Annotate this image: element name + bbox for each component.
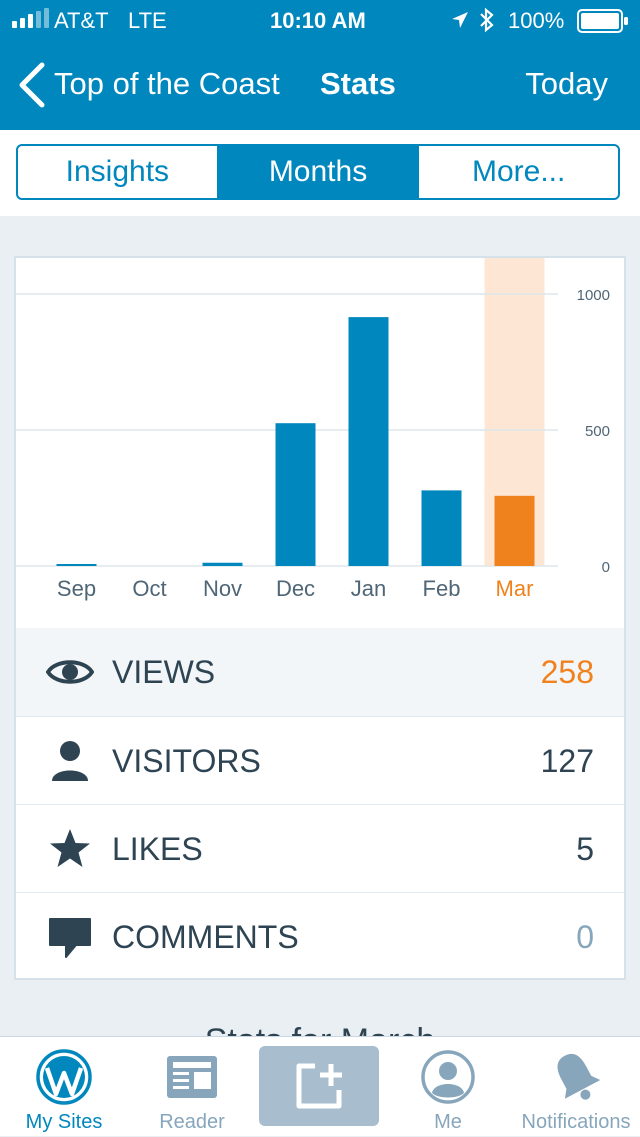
reader-icon [167, 1056, 217, 1098]
tab-label: Me [434, 1111, 462, 1133]
stat-value: 258 [540, 654, 594, 690]
x-tick-label: Feb [423, 576, 461, 601]
network: LTE [128, 8, 167, 33]
top-bar [0, 0, 640, 130]
bar-dec[interactable] [275, 423, 316, 566]
tab-label: My Sites [25, 1111, 103, 1133]
tab-my-sites[interactable]: My Sites [0, 1037, 128, 1137]
chevron-left-icon[interactable] [14, 62, 52, 108]
period-button[interactable]: Today [525, 66, 608, 101]
nav-title: Stats [320, 66, 396, 101]
location-icon [452, 12, 468, 28]
stat-row-visitors[interactable]: VISITORS 127 [16, 716, 624, 804]
bar-nov[interactable] [202, 562, 243, 566]
stat-row-views[interactable]: VIEWS 258 [16, 628, 624, 716]
nav-site-name[interactable]: Top of the Coast [54, 66, 280, 101]
stat-value: 0 [576, 919, 594, 955]
x-tick-label: Mar [496, 576, 534, 601]
segment-months[interactable]: Months [218, 146, 420, 198]
x-tick-label: Nov [203, 576, 242, 601]
me-icon [421, 1050, 475, 1104]
y-tick-label: 500 [585, 423, 610, 440]
x-tick-label: Oct [132, 576, 166, 601]
x-tick-label: Sep [57, 576, 96, 601]
y-tick-label: 1000 [577, 287, 610, 304]
bar-mar[interactable] [494, 495, 535, 566]
clock: 10:10 AM [270, 8, 366, 33]
stat-label: LIKES [112, 831, 203, 867]
wordpress-icon [36, 1049, 92, 1105]
tab-label: Reader [159, 1111, 225, 1133]
x-tick-label: Jan [351, 576, 386, 601]
stat-label: VIEWS [112, 654, 216, 690]
comment-icon [49, 918, 91, 958]
x-tick-label: Dec [276, 576, 315, 601]
status-bar: AT&T LTE 10:10 AM 100% [0, 0, 640, 40]
segmented-control: Insights Months More... [16, 144, 620, 200]
stat-row-likes[interactable]: LIKES 5 [16, 804, 624, 892]
bar-sep[interactable] [56, 564, 97, 566]
battery-percent: 100% [508, 8, 565, 33]
tab-new-post[interactable] [259, 1046, 379, 1126]
stat-value: 127 [540, 743, 594, 779]
tab-notifications[interactable]: Notifications [512, 1037, 640, 1137]
eye-icon [46, 660, 94, 684]
carrier: AT&T [54, 8, 109, 33]
stat-row-comments[interactable]: COMMENTS 0 [16, 892, 624, 980]
segment-more[interactable]: More... [472, 155, 566, 188]
bar-feb[interactable] [421, 490, 462, 566]
y-tick-label: 0 [602, 559, 610, 576]
bluetooth-icon [480, 7, 494, 33]
stat-label: VISITORS [112, 743, 261, 779]
battery-icon [577, 9, 628, 33]
bell-icon [557, 1053, 601, 1100]
tab-me[interactable]: Me [384, 1037, 512, 1137]
new-post-icon [296, 1063, 342, 1109]
star-icon [50, 829, 90, 867]
segment-insights[interactable]: Insights [18, 146, 219, 198]
stat-value: 5 [576, 831, 594, 867]
tab-reader[interactable]: Reader [128, 1037, 256, 1137]
bar-chart[interactable]: 1000 500 0 Sep Oct Nov Dec Jan Feb Mar [16, 258, 624, 628]
person-icon [52, 741, 88, 781]
stat-label: COMMENTS [112, 919, 299, 955]
tab-label: Notifications [521, 1111, 631, 1133]
bar-jan[interactable] [348, 317, 389, 566]
